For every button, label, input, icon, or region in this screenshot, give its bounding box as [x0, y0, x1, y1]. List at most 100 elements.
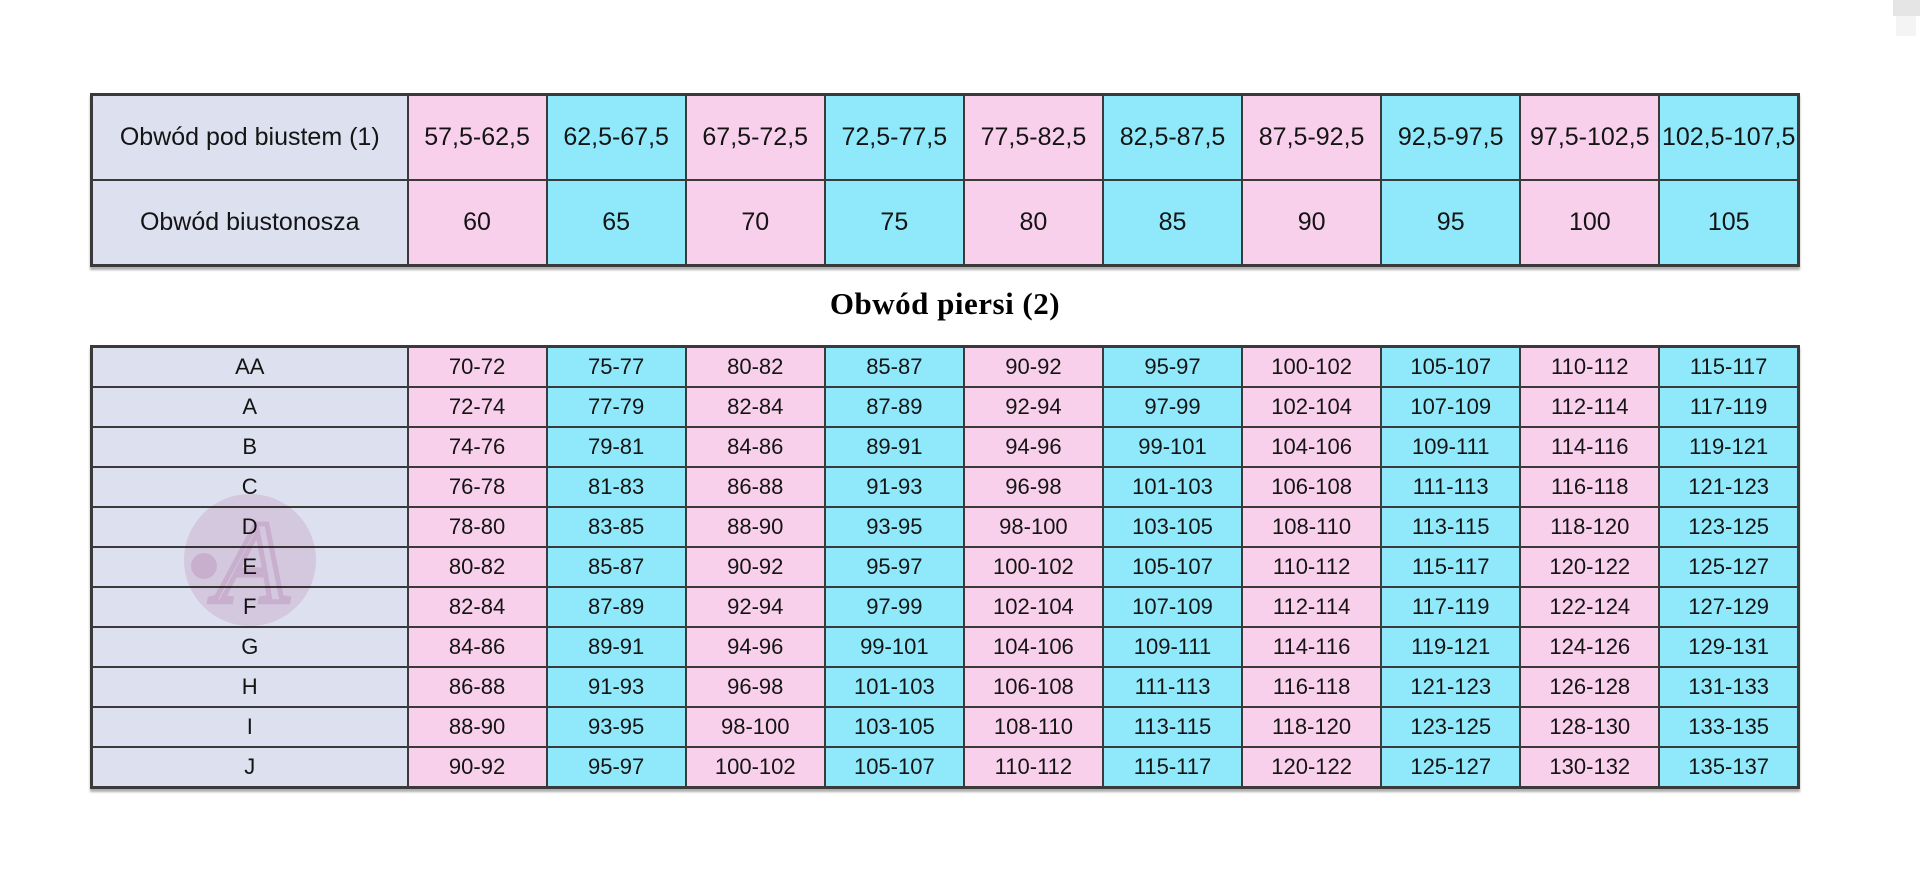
- data-cell: 110-112: [1241, 546, 1383, 588]
- table-row: B 74-76 79-81 84-86 89-91 94-96 99-101 104-106 1…: [90, 426, 1800, 468]
- data-cell: 84-86: [406, 626, 548, 668]
- data-cell: 115-117: [1658, 345, 1800, 388]
- data-cell: 97-99: [823, 586, 965, 628]
- table-row: C 76-78 81-83 86-88 91-93 96-98 101-103 106-108…: [90, 466, 1800, 508]
- table-row: D 78-80 83-85 88-90 93-95 98-100 103-105 108-11…: [90, 506, 1800, 548]
- section-title: Obwód piersi (2): [829, 286, 1061, 321]
- table-row: F 82-84 87-89 92-94 97-99 102-104 107-109 112-1…: [90, 586, 1800, 628]
- data-cell: 101-103: [823, 666, 965, 708]
- data-cell: 107-109: [1101, 586, 1244, 628]
- table-row: Obwód pod biustem (1) 57,5-62,5 62,5-67,5 6…: [90, 93, 1800, 181]
- data-cell: 102-104: [1241, 386, 1383, 428]
- data-cell: 135-137: [1658, 746, 1800, 789]
- data-cell: 98-100: [684, 706, 826, 748]
- data-cell: 93-95: [545, 706, 687, 748]
- data-cell: 91-93: [545, 666, 687, 708]
- data-cell: 85-87: [545, 546, 687, 588]
- table-row: Obwód biustonosza 60 65 70 75 80 85 90 95 100 105: [90, 179, 1800, 267]
- data-cell: 94-96: [684, 626, 826, 668]
- data-cell: 119-121: [1380, 626, 1522, 668]
- data-cell: 95-97: [823, 546, 965, 588]
- data-cell: 86-88: [406, 666, 548, 708]
- row-label-cell: H: [90, 666, 409, 708]
- data-cell: 100-102: [1241, 345, 1383, 388]
- data-cell: 114-116: [1519, 426, 1661, 468]
- data-cell: 125-127: [1380, 746, 1522, 789]
- data-cell: 82-84: [684, 386, 826, 428]
- data-cell: 97-99: [1101, 386, 1244, 428]
- data-cell: 74-76: [406, 426, 548, 468]
- row-label-cell: E: [90, 546, 409, 588]
- data-cell: 62,5-67,5: [545, 93, 687, 181]
- data-cell: 100: [1519, 179, 1661, 267]
- table-row: E 80-82 85-87 90-92 95-97 100-102 105-107 110-1…: [90, 546, 1800, 588]
- data-cell: 109-111: [1101, 626, 1244, 668]
- data-cell: 78-80: [406, 506, 548, 548]
- data-cell: 133-135: [1658, 706, 1800, 748]
- data-cell: 127-129: [1658, 586, 1800, 628]
- data-cell: 95: [1380, 179, 1522, 267]
- data-cell: 118-120: [1241, 706, 1383, 748]
- scrollbar-corner[interactable]: [1893, 0, 1920, 16]
- data-cell: 108-110: [1241, 506, 1383, 548]
- data-cell: 77,5-82,5: [962, 93, 1104, 181]
- data-cell: 79-81: [545, 426, 687, 468]
- data-cell: 82,5-87,5: [1101, 93, 1244, 181]
- data-cell: 119-121: [1658, 426, 1800, 468]
- data-cell: 75-77: [545, 345, 687, 388]
- data-cell: 105: [1658, 179, 1800, 267]
- data-cell: 92,5-97,5: [1380, 93, 1522, 181]
- data-cell: 120-122: [1241, 746, 1383, 789]
- data-cell: 124-126: [1519, 626, 1661, 668]
- data-cell: 104-106: [962, 626, 1104, 668]
- cup-size-table: AA 70-72 75-77 80-82 85-87 90-92 95-97 100-102 1…: [90, 345, 1800, 789]
- table-row: I 88-90 93-95 98-100 103-105 108-110 113-115 11…: [90, 706, 1800, 748]
- data-cell: 123-125: [1658, 506, 1800, 548]
- data-cell: 103-105: [1101, 506, 1244, 548]
- data-cell: 85-87: [823, 345, 965, 388]
- table-row: A 72-74 77-79 82-84 87-89 92-94 97-99 102-104 10…: [90, 386, 1800, 428]
- row-label-cell: J: [90, 746, 409, 789]
- data-cell: 96-98: [684, 666, 826, 708]
- data-cell: 85: [1101, 179, 1244, 267]
- data-cell: 60: [406, 179, 548, 267]
- data-cell: 81-83: [545, 466, 687, 508]
- row-label-cell: Obwód pod biustem (1): [90, 93, 409, 181]
- data-cell: 113-115: [1101, 706, 1244, 748]
- row-label-cell: A: [90, 386, 409, 428]
- data-cell: 131-133: [1658, 666, 1800, 708]
- row-label-cell: D: [90, 506, 409, 548]
- data-cell: 82-84: [406, 586, 548, 628]
- data-cell: 67,5-72,5: [684, 93, 826, 181]
- data-cell: 104-106: [1241, 426, 1383, 468]
- data-cell: 105-107: [823, 746, 965, 789]
- row-label-cell: C: [90, 466, 409, 508]
- row-label-cell: Obwód biustonosza: [90, 179, 409, 267]
- data-cell: 86-88: [684, 466, 826, 508]
- table-row: AA 70-72 75-77 80-82 85-87 90-92 95-97 100-102 1…: [90, 345, 1800, 388]
- data-cell: 107-109: [1380, 386, 1522, 428]
- data-cell: 105-107: [1101, 546, 1244, 588]
- data-cell: 121-123: [1658, 466, 1800, 508]
- data-cell: 115-117: [1101, 746, 1244, 789]
- data-cell: 110-112: [1519, 345, 1661, 388]
- data-cell: 77-79: [545, 386, 687, 428]
- data-cell: 83-85: [545, 506, 687, 548]
- data-cell: 89-91: [823, 426, 965, 468]
- band-size-table: Obwód pod biustem (1) 57,5-62,5 62,5-67,5 6…: [90, 93, 1800, 267]
- data-cell: 117-119: [1380, 586, 1522, 628]
- data-cell: 103-105: [823, 706, 965, 748]
- data-cell: 90: [1241, 179, 1383, 267]
- data-cell: 96-98: [962, 466, 1104, 508]
- data-cell: 112-114: [1519, 386, 1661, 428]
- data-cell: 99-101: [1101, 426, 1244, 468]
- data-cell: 116-118: [1241, 666, 1383, 708]
- data-cell: 87-89: [545, 586, 687, 628]
- data-cell: 90-92: [684, 546, 826, 588]
- data-cell: 109-111: [1380, 426, 1522, 468]
- data-cell: 106-108: [1241, 466, 1383, 508]
- data-cell: 110-112: [962, 746, 1104, 789]
- data-cell: 100-102: [684, 746, 826, 789]
- data-cell: 80-82: [406, 546, 548, 588]
